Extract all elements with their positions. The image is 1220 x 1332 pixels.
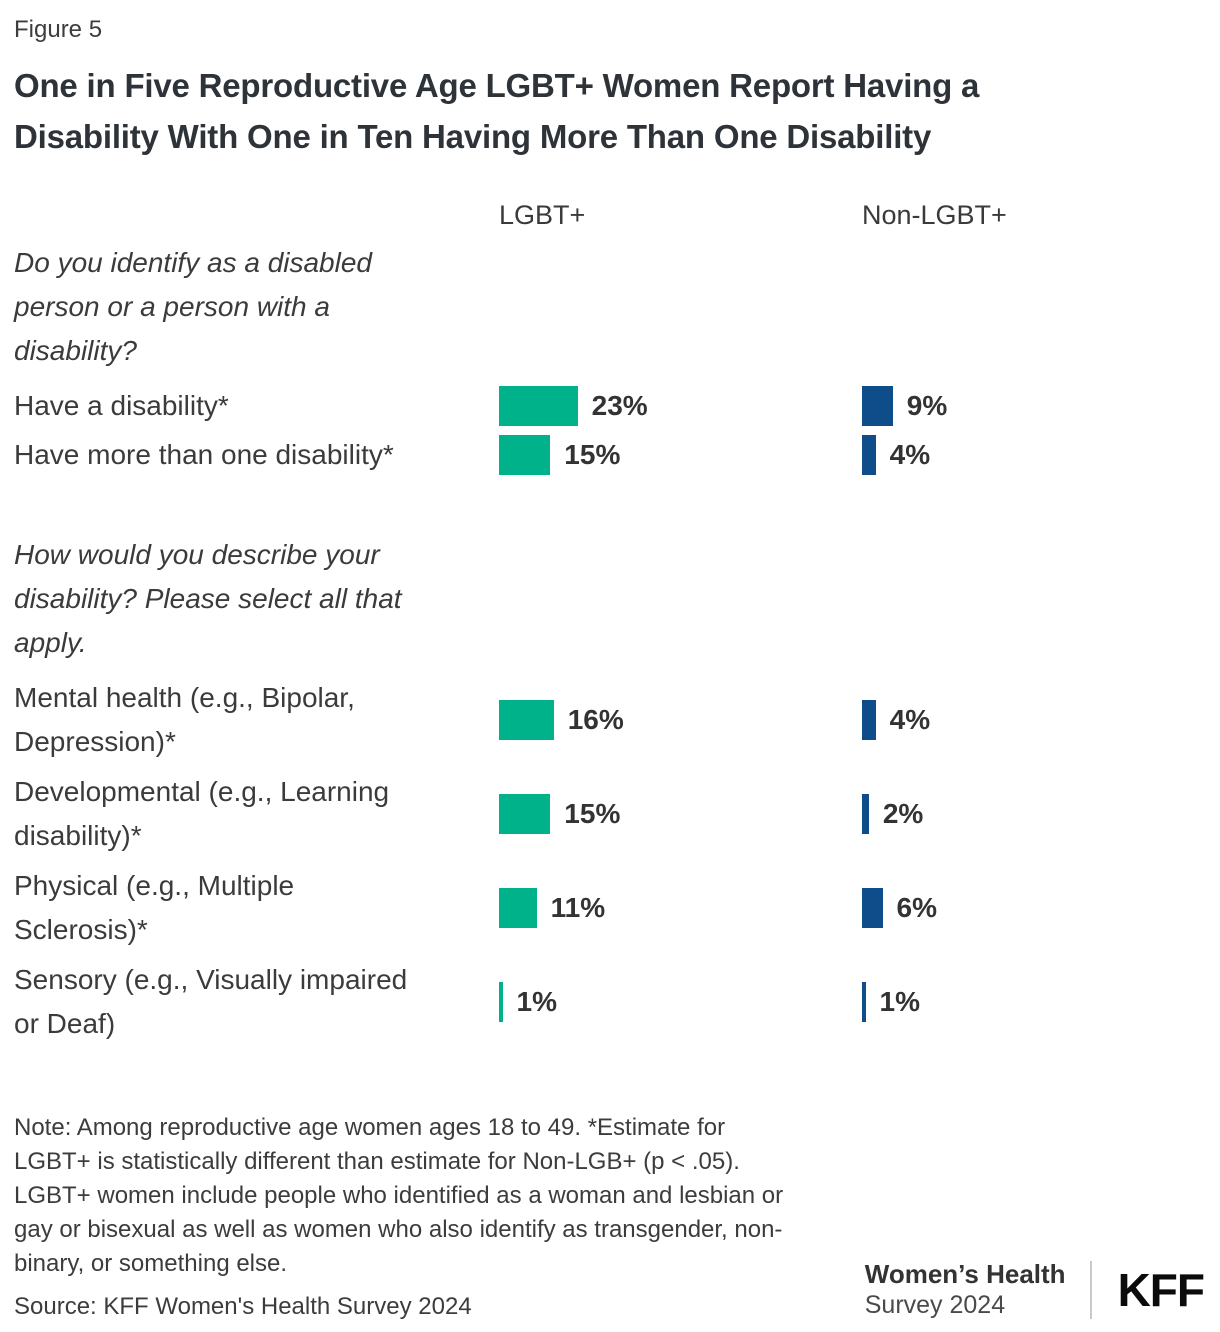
lgbt-bar xyxy=(499,434,551,475)
lgbt-bar xyxy=(499,982,503,1022)
nonlgbt-cell: 6% xyxy=(862,888,1206,928)
lgbt-cell: 23% xyxy=(499,385,862,426)
source-text: Source: KFF Women's Health Survey 2024 xyxy=(14,1293,472,1320)
non-lgbt-bar-value-label: 9% xyxy=(906,389,948,421)
lgbt-bar xyxy=(499,385,578,426)
footer-program-title: Women’s Health xyxy=(864,1259,1066,1289)
non-lgbt-bar xyxy=(862,385,893,426)
nonlgbt-cell: 2% xyxy=(862,794,1206,834)
note-text: Note: Among reproductive age women ages … xyxy=(14,1114,784,1277)
chart-body: Do you identify as a disabled person or … xyxy=(14,241,1206,1049)
row-label: Have more than one disability* xyxy=(14,438,394,470)
lgbt-bar-value-label: 16% xyxy=(567,704,624,735)
figure-label: Figure 5 xyxy=(14,16,103,43)
row-label: Mental health (e.g., Bipolar, Depression… xyxy=(14,682,355,757)
table-row: Developmental (e.g., Learning disability… xyxy=(14,767,1206,861)
lgbt-bar xyxy=(499,794,551,834)
row-label: Have a disability* xyxy=(14,389,229,421)
column-headers: LGBT+ Non-LGBT+ xyxy=(14,200,1206,231)
footer-divider xyxy=(1089,1260,1092,1319)
column-header-non-lgbt: Non-LGBT+ xyxy=(862,200,1007,230)
row-label: Physical (e.g., Multiple Sclerosis)* xyxy=(14,870,295,945)
table-row: Mental health (e.g., Bipolar, Depression… xyxy=(14,673,1206,767)
figure-title: One in Five Reproductive Age LGBT+ Women… xyxy=(14,67,980,155)
lgbt-bar xyxy=(499,700,554,740)
non-lgbt-bar-value-label: 4% xyxy=(889,704,931,735)
footer-program-subtitle: Survey 2024 xyxy=(864,1291,1006,1319)
nonlgbt-cell: 4% xyxy=(862,700,1206,740)
question-2: How would you describe your disability? … xyxy=(14,539,402,658)
column-header-lgbt: LGBT+ xyxy=(499,200,586,230)
nonlgbt-cell: 9% xyxy=(862,385,1206,426)
table-row: Have a disability* 23% 9% xyxy=(14,381,1206,430)
lgbt-cell: 11% xyxy=(499,888,862,928)
nonlgbt-cell: 1% xyxy=(862,982,1206,1022)
lgbt-cell: 16% xyxy=(499,700,862,740)
lgbt-cell: 1% xyxy=(499,982,862,1022)
non-lgbt-bar xyxy=(862,888,883,928)
table-row: Sensory (e.g., Visually impaired or Deaf… xyxy=(14,955,1206,1049)
lgbt-cell: 15% xyxy=(499,794,862,834)
table-row: Have more than one disability* 15% 4% xyxy=(14,430,1206,479)
non-lgbt-bar-value-label: 4% xyxy=(889,438,931,470)
bar-chart: LGBT+ Non-LGBT+ Do you identify as a dis… xyxy=(14,200,1206,1049)
lgbt-bar-value-label: 1% xyxy=(516,986,557,1017)
row-label: Sensory (e.g., Visually impaired or Deaf… xyxy=(14,964,408,1039)
lgbt-bar-value-label: 15% xyxy=(564,438,621,470)
header-spacer xyxy=(14,200,499,231)
non-lgbt-bar-value-label: 1% xyxy=(879,986,920,1017)
lgbt-bar-value-label: 11% xyxy=(550,892,606,923)
lgbt-bar-value-label: 15% xyxy=(564,798,621,829)
non-lgbt-bar-value-label: 2% xyxy=(882,798,924,829)
lgbt-bar-value-label: 23% xyxy=(591,389,648,421)
kff-logo: KFF xyxy=(1117,1263,1205,1316)
row-label: Developmental (e.g., Learning disability… xyxy=(14,776,390,851)
non-lgbt-bar xyxy=(862,794,869,834)
non-lgbt-bar xyxy=(862,434,876,475)
nonlgbt-cell: 4% xyxy=(862,434,1206,475)
lgbt-bar xyxy=(499,888,537,928)
table-row: Physical (e.g., Multiple Sclerosis)* 11% 6… xyxy=(14,861,1206,955)
non-lgbt-bar xyxy=(862,700,876,740)
footer-brand: Women’s Health Survey 2024 KFF xyxy=(865,1259,1205,1320)
non-lgbt-bar-value-label: 6% xyxy=(896,892,937,923)
lgbt-cell: 15% xyxy=(499,434,862,475)
question-1: Do you identify as a disabled person or … xyxy=(14,247,372,366)
non-lgbt-bar xyxy=(862,982,866,1022)
footer-program: Women’s Health Survey 2024 xyxy=(865,1259,1066,1320)
